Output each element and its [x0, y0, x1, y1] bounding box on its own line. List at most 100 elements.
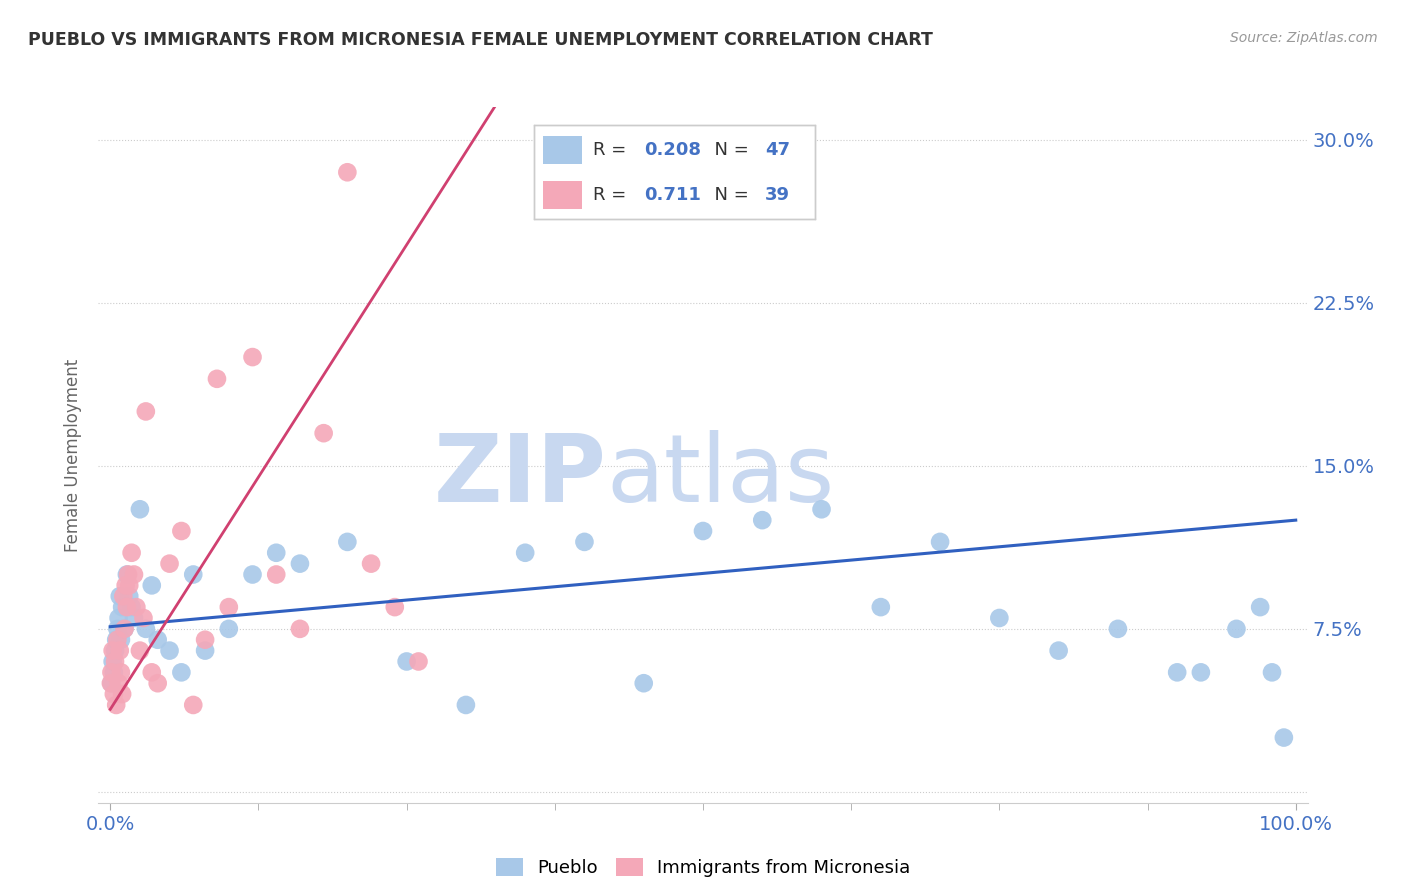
- Point: [1166, 665, 1188, 680]
- Point: [107, 676, 129, 690]
- Point: [312, 426, 335, 441]
- Point: [1225, 622, 1247, 636]
- Point: [170, 665, 193, 680]
- Point: [121, 546, 143, 560]
- Bar: [543, 181, 582, 210]
- Point: [108, 589, 131, 603]
- Point: [242, 350, 264, 364]
- Text: PUEBLO VS IMMIGRANTS FROM MICRONESIA FEMALE UNEMPLOYMENT CORRELATION CHART: PUEBLO VS IMMIGRANTS FROM MICRONESIA FEM…: [28, 31, 934, 49]
- Point: [104, 643, 127, 657]
- Point: [135, 404, 157, 418]
- Point: [929, 534, 952, 549]
- Point: [105, 632, 128, 647]
- Text: R =: R =: [593, 141, 633, 159]
- Point: [115, 567, 138, 582]
- Bar: [543, 136, 582, 164]
- Point: [692, 524, 714, 538]
- Point: [117, 567, 139, 582]
- Point: [810, 502, 832, 516]
- Point: [146, 632, 169, 647]
- Point: [264, 567, 287, 582]
- Point: [242, 567, 264, 582]
- Point: [515, 546, 537, 560]
- Point: [107, 611, 129, 625]
- Point: [170, 524, 193, 538]
- Point: [988, 611, 1011, 625]
- Point: [751, 513, 773, 527]
- Point: [108, 643, 131, 657]
- Point: [408, 655, 430, 669]
- Point: [101, 655, 124, 669]
- Text: 39: 39: [765, 186, 790, 204]
- Text: ZIP: ZIP: [433, 430, 606, 522]
- Point: [110, 632, 132, 647]
- Point: [288, 622, 311, 636]
- Point: [118, 589, 141, 603]
- Point: [360, 557, 382, 571]
- Point: [218, 600, 240, 615]
- Point: [159, 557, 181, 571]
- Text: 0.711: 0.711: [644, 186, 700, 204]
- Point: [135, 622, 157, 636]
- Point: [141, 578, 163, 592]
- Point: [111, 687, 134, 701]
- Point: [115, 600, 138, 615]
- Y-axis label: Female Unemployment: Female Unemployment: [65, 359, 83, 551]
- Point: [1189, 665, 1212, 680]
- Point: [114, 578, 136, 592]
- Point: [129, 643, 152, 657]
- Point: [100, 676, 122, 690]
- Point: [384, 600, 406, 615]
- Point: [101, 643, 124, 657]
- Point: [218, 622, 240, 636]
- Point: [1107, 622, 1129, 636]
- Text: Source: ZipAtlas.com: Source: ZipAtlas.com: [1230, 31, 1378, 45]
- Point: [205, 372, 228, 386]
- Point: [103, 687, 125, 701]
- Point: [264, 546, 287, 560]
- Point: [336, 534, 359, 549]
- Point: [129, 502, 152, 516]
- Legend: Pueblo, Immigrants from Micronesia: Pueblo, Immigrants from Micronesia: [488, 850, 918, 884]
- Point: [122, 567, 145, 582]
- Point: [146, 676, 169, 690]
- Point: [104, 655, 127, 669]
- Point: [159, 643, 181, 657]
- Text: R =: R =: [593, 186, 638, 204]
- Point: [194, 632, 217, 647]
- Point: [336, 165, 359, 179]
- Point: [105, 622, 128, 636]
- Point: [1047, 643, 1070, 657]
- Text: 0.208: 0.208: [644, 141, 702, 159]
- Point: [118, 578, 141, 592]
- Text: N =: N =: [703, 186, 755, 204]
- Point: [121, 600, 143, 615]
- Point: [181, 567, 204, 582]
- Point: [633, 676, 655, 690]
- Point: [1249, 600, 1271, 615]
- Point: [574, 534, 596, 549]
- Point: [395, 655, 418, 669]
- Point: [132, 611, 155, 625]
- Point: [141, 665, 163, 680]
- Point: [122, 611, 145, 625]
- Point: [181, 698, 204, 712]
- Point: [100, 676, 122, 690]
- Point: [125, 600, 148, 615]
- Point: [100, 665, 122, 680]
- Point: [112, 589, 135, 603]
- Point: [105, 698, 128, 712]
- Point: [103, 665, 125, 680]
- Point: [105, 632, 128, 647]
- Point: [869, 600, 891, 615]
- Point: [111, 600, 134, 615]
- Point: [454, 698, 477, 712]
- Point: [114, 622, 136, 636]
- Text: atlas: atlas: [606, 430, 835, 522]
- Text: N =: N =: [703, 141, 755, 159]
- Point: [194, 643, 217, 657]
- Point: [1272, 731, 1295, 745]
- Point: [1261, 665, 1284, 680]
- Point: [114, 622, 136, 636]
- Point: [110, 665, 132, 680]
